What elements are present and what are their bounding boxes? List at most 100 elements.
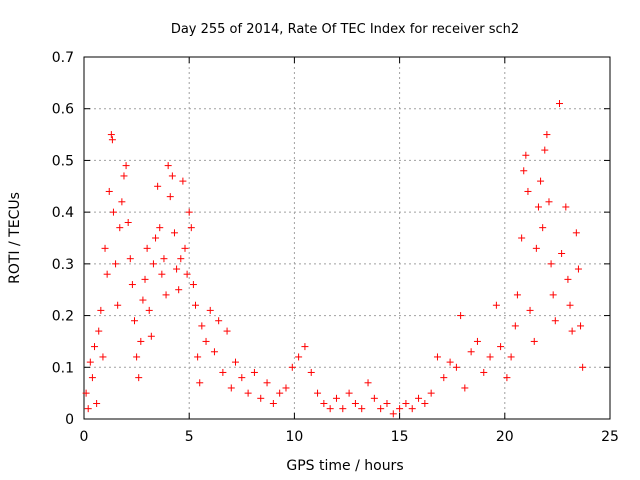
data-point bbox=[288, 363, 296, 371]
data-point bbox=[574, 265, 582, 273]
data-point bbox=[185, 208, 193, 216]
data-point bbox=[88, 374, 96, 382]
data-point bbox=[473, 337, 481, 345]
data-point bbox=[116, 224, 124, 232]
data-point bbox=[547, 260, 555, 268]
data-point bbox=[301, 343, 309, 351]
data-point bbox=[558, 250, 566, 258]
data-point bbox=[295, 353, 303, 361]
data-point bbox=[421, 399, 429, 407]
data-point bbox=[219, 368, 227, 376]
data-point bbox=[566, 301, 574, 309]
data-point bbox=[145, 306, 153, 314]
data-point bbox=[427, 389, 435, 397]
data-point bbox=[112, 260, 120, 268]
data-point bbox=[141, 275, 149, 283]
data-point bbox=[93, 399, 101, 407]
data-point bbox=[545, 198, 553, 206]
data-point bbox=[196, 379, 204, 387]
data-point bbox=[227, 384, 235, 392]
y-tick-label: 0.2 bbox=[52, 309, 74, 325]
data-point bbox=[551, 317, 559, 325]
data-point bbox=[210, 348, 218, 356]
data-point bbox=[231, 358, 239, 366]
data-point bbox=[179, 177, 187, 185]
data-point bbox=[223, 327, 231, 335]
data-point bbox=[440, 374, 448, 382]
data-point bbox=[263, 379, 271, 387]
data-point bbox=[194, 353, 202, 361]
data-point bbox=[282, 384, 290, 392]
data-point bbox=[408, 405, 416, 413]
data-point bbox=[537, 177, 545, 185]
data-point bbox=[562, 203, 570, 211]
data-point bbox=[457, 312, 465, 320]
data-point bbox=[250, 368, 258, 376]
data-point bbox=[192, 301, 200, 309]
data-point bbox=[147, 332, 155, 340]
data-point bbox=[170, 229, 178, 237]
data-point bbox=[446, 358, 454, 366]
y-tick-label: 0.6 bbox=[52, 102, 74, 118]
data-point bbox=[307, 368, 315, 376]
data-point bbox=[532, 244, 540, 252]
data-point bbox=[556, 100, 564, 108]
data-point bbox=[480, 368, 488, 376]
data-point bbox=[351, 399, 359, 407]
data-point bbox=[526, 306, 534, 314]
data-point bbox=[543, 131, 551, 139]
data-point bbox=[143, 244, 151, 252]
data-point bbox=[91, 343, 99, 351]
data-point bbox=[175, 286, 183, 294]
x-tick-label: 20 bbox=[496, 429, 514, 445]
data-point bbox=[433, 353, 441, 361]
data-point bbox=[276, 389, 284, 397]
data-point bbox=[522, 151, 530, 159]
data-point bbox=[215, 317, 223, 325]
y-tick-label: 0.3 bbox=[52, 257, 74, 273]
data-point bbox=[503, 374, 511, 382]
data-point bbox=[99, 353, 107, 361]
x-tick-label: 0 bbox=[80, 429, 89, 445]
data-point bbox=[513, 291, 521, 299]
x-tick-label: 5 bbox=[185, 429, 194, 445]
data-point bbox=[124, 218, 132, 226]
data-point bbox=[402, 399, 410, 407]
data-point bbox=[396, 405, 404, 413]
data-point bbox=[173, 265, 181, 273]
data-point bbox=[137, 337, 145, 345]
data-point bbox=[492, 301, 500, 309]
data-point bbox=[183, 270, 191, 278]
data-point bbox=[339, 405, 347, 413]
data-point bbox=[84, 405, 92, 413]
data-point bbox=[156, 224, 164, 232]
data-point bbox=[314, 389, 322, 397]
x-tick-label: 10 bbox=[285, 429, 303, 445]
data-point bbox=[122, 162, 130, 170]
data-point bbox=[257, 394, 265, 402]
data-point bbox=[507, 353, 515, 361]
data-point bbox=[198, 322, 206, 330]
data-point bbox=[579, 363, 587, 371]
data-point bbox=[135, 374, 143, 382]
data-point bbox=[101, 244, 109, 252]
data-point bbox=[82, 389, 90, 397]
data-point bbox=[332, 394, 340, 402]
data-point bbox=[108, 136, 116, 144]
data-point bbox=[244, 389, 252, 397]
data-point bbox=[149, 260, 157, 268]
y-axis-label: ROTI / TECUs bbox=[7, 192, 23, 284]
data-point bbox=[168, 172, 176, 180]
data-point bbox=[187, 224, 195, 232]
data-point bbox=[415, 394, 423, 402]
data-point bbox=[139, 296, 147, 304]
data-point bbox=[377, 405, 385, 413]
axis-ticks: 0 5 10 15 20 25 0 0.1 0.2 0.3 0.4 0.5 0.6 0.7 bbox=[52, 50, 619, 445]
data-points bbox=[82, 100, 587, 418]
data-point bbox=[130, 317, 138, 325]
data-point bbox=[467, 348, 475, 356]
data-point bbox=[206, 306, 214, 314]
data-point bbox=[452, 363, 460, 371]
